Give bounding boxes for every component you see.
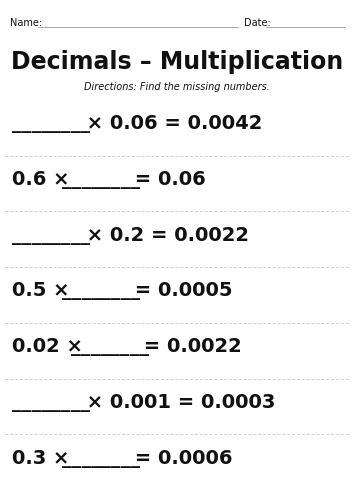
Text: Decimals – Multiplication: Decimals – Multiplication xyxy=(11,50,343,74)
Text: = 0.0006: = 0.0006 xyxy=(129,448,233,468)
Text: × 0.001 = 0.0003: × 0.001 = 0.0003 xyxy=(80,393,275,412)
Text: ________: ________ xyxy=(12,226,90,245)
Text: ________: ________ xyxy=(62,170,141,189)
Text: ________: ________ xyxy=(62,282,141,300)
Text: ________: ________ xyxy=(62,448,141,468)
Text: 0.3 ×: 0.3 × xyxy=(12,448,76,468)
Text: Date:: Date: xyxy=(244,18,271,28)
Text: ________: ________ xyxy=(12,393,90,412)
Text: 0.5 ×: 0.5 × xyxy=(12,282,76,300)
Text: × 0.2 = 0.0022: × 0.2 = 0.0022 xyxy=(80,226,249,245)
Text: ________: ________ xyxy=(71,337,149,356)
Text: Name:: Name: xyxy=(10,18,42,28)
Text: 0.6 ×: 0.6 × xyxy=(12,170,76,189)
Text: ________: ________ xyxy=(12,114,90,134)
Text: = 0.06: = 0.06 xyxy=(129,170,206,189)
Text: × 0.06 = 0.0042: × 0.06 = 0.0042 xyxy=(80,114,262,134)
Text: = 0.0005: = 0.0005 xyxy=(129,282,233,300)
Text: 0.02 ×: 0.02 × xyxy=(12,337,90,356)
Text: Directions: Find the missing numbers.: Directions: Find the missing numbers. xyxy=(84,82,270,92)
Text: = 0.0022: = 0.0022 xyxy=(137,337,241,356)
